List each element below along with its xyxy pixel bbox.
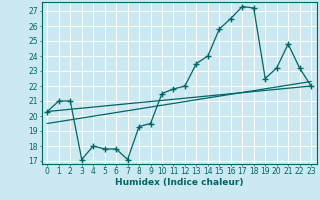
X-axis label: Humidex (Indice chaleur): Humidex (Indice chaleur) xyxy=(115,178,244,187)
